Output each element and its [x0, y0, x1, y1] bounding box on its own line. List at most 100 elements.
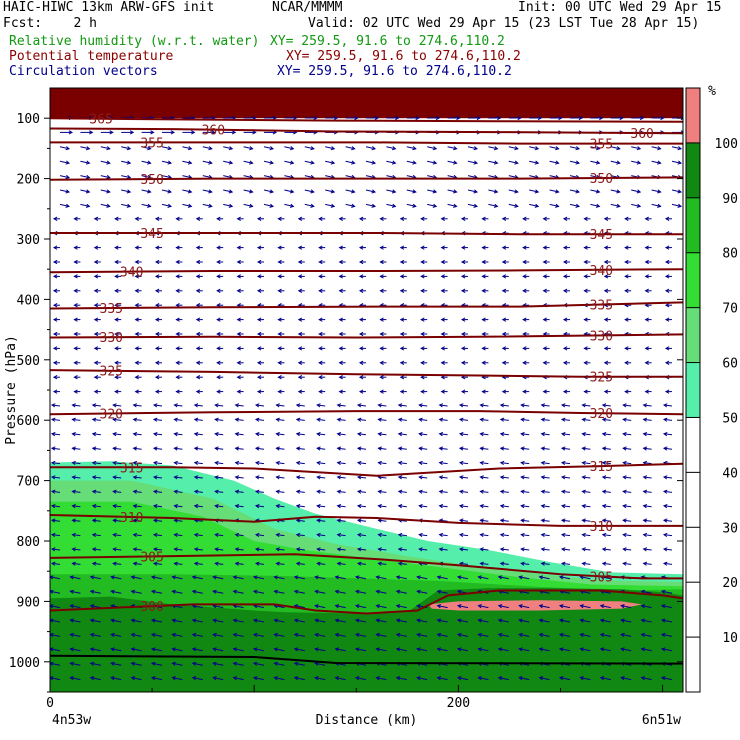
wind-arrow — [235, 433, 244, 436]
wind-arrow — [541, 534, 550, 537]
wind-arrow-head — [330, 189, 336, 194]
wind-arrow-head — [232, 661, 238, 666]
wind-arrow — [419, 418, 428, 421]
wind-arrow — [194, 562, 203, 565]
wind-arrow — [529, 203, 539, 207]
wind-arrow — [427, 189, 437, 193]
wind-arrow-head — [114, 331, 119, 337]
wind-arrow-head — [518, 647, 523, 652]
wind-arrow-head — [435, 115, 441, 121]
wind-arrow — [153, 447, 163, 450]
wind-arrow — [294, 662, 305, 666]
wind-arrow-head — [293, 661, 299, 666]
wind-arrow-head — [560, 532, 566, 538]
wind-arrow-head — [644, 288, 649, 293]
wind-arrow — [508, 160, 518, 164]
y-tick-label: 100 — [17, 112, 40, 127]
wind-arrow-head — [616, 203, 621, 208]
wind-arrow-head — [334, 604, 340, 609]
wind-arrow-head — [171, 632, 176, 637]
wind-arrow — [223, 203, 233, 207]
wind-arrow-head — [249, 203, 254, 208]
wind-arrow-head — [458, 518, 464, 523]
wind-arrow — [50, 677, 61, 681]
wind-arrow — [294, 619, 305, 623]
wind-arrow-head — [273, 575, 278, 580]
wind-arrow-head — [583, 360, 588, 365]
wind-arrow-head — [65, 203, 71, 208]
wind-arrow-head — [254, 432, 260, 437]
wind-arrow-head — [234, 489, 240, 494]
wind-arrow-head — [479, 532, 484, 538]
wind-arrow-head — [438, 460, 444, 466]
wind-arrow-head — [624, 245, 629, 250]
y-axis-label: Pressure (hPa) — [4, 335, 19, 445]
wind-arrow-head — [520, 532, 525, 538]
wind-arrow-head — [256, 346, 262, 351]
wind-arrow-head — [132, 547, 138, 552]
wind-arrow-head — [456, 604, 462, 609]
wind-arrow-head — [379, 375, 384, 380]
wind-arrow-head — [318, 274, 323, 279]
wind-arrow-head — [575, 146, 581, 151]
wind-arrow-head — [193, 446, 199, 451]
wind-arrow-head — [212, 661, 217, 666]
wind-arrow-head — [640, 676, 646, 681]
wind-arrow-head — [644, 317, 649, 322]
wind-arrow-head — [314, 604, 319, 609]
wind-arrow-head — [154, 375, 160, 380]
wind-arrow-head — [540, 475, 546, 480]
wind-arrow-head — [499, 504, 505, 509]
wind-arrow — [317, 433, 326, 436]
wind-arrow-head — [338, 216, 343, 221]
wind-arrow — [419, 476, 428, 479]
wind-arrow-head — [310, 203, 315, 208]
wind-arrow — [643, 519, 652, 522]
wind-arrow-head — [338, 346, 343, 351]
theta-contour-365 — [50, 117, 683, 123]
wind-arrow-head — [575, 189, 581, 194]
wind-arrow-head — [636, 160, 642, 165]
wind-arrow-head — [114, 259, 119, 265]
wind-arrow-head — [479, 504, 484, 509]
wind-arrow-head — [397, 403, 403, 408]
wind-arrow — [437, 576, 448, 580]
wind-arrow-head — [501, 389, 507, 394]
wind-arrow — [439, 519, 448, 522]
wind-arrow-head — [69, 618, 74, 623]
wind-arrow-head — [416, 632, 421, 637]
wind-arrow — [192, 619, 203, 623]
wind-arrow-head — [254, 475, 260, 480]
wind-arrow-head — [420, 288, 425, 293]
wind-arrow — [335, 633, 346, 637]
wind-arrow-head — [175, 274, 180, 279]
wind-arrow — [315, 662, 326, 666]
wind-arrow-head — [458, 547, 464, 552]
wind-arrow-head — [560, 504, 566, 509]
wind-arrow — [539, 648, 550, 652]
wind-arrow-head — [333, 115, 339, 121]
wind-arrow-head — [330, 203, 336, 208]
wind-arrow — [111, 633, 122, 637]
wind-arrow-head — [418, 547, 423, 552]
wind-arrow-head — [134, 360, 139, 365]
wind-arrow-head — [152, 532, 158, 538]
wind-arrow — [602, 534, 611, 537]
wind-arrow — [623, 519, 632, 522]
wind-arrow-head — [479, 460, 484, 466]
wind-arrow-head — [130, 618, 136, 623]
wind-arrow-head — [583, 216, 588, 221]
wind-arrow-head — [379, 216, 384, 221]
wind-arrow-head — [193, 432, 199, 437]
wind-arrow-head — [216, 274, 221, 279]
wind-arrow-head — [560, 475, 566, 480]
model-title: HAIC-HIWC 13km ARW-GFS init — [3, 0, 215, 15]
wind-arrow-head — [214, 504, 219, 509]
wind-arrow-head — [622, 432, 627, 437]
wind-arrow — [315, 633, 326, 637]
theta-label-340-right: 340 — [590, 264, 613, 279]
wind-arrow — [621, 677, 632, 681]
wind-arrow-head — [677, 160, 683, 165]
wind-arrow — [500, 447, 509, 450]
wind-arrow-head — [130, 676, 136, 681]
